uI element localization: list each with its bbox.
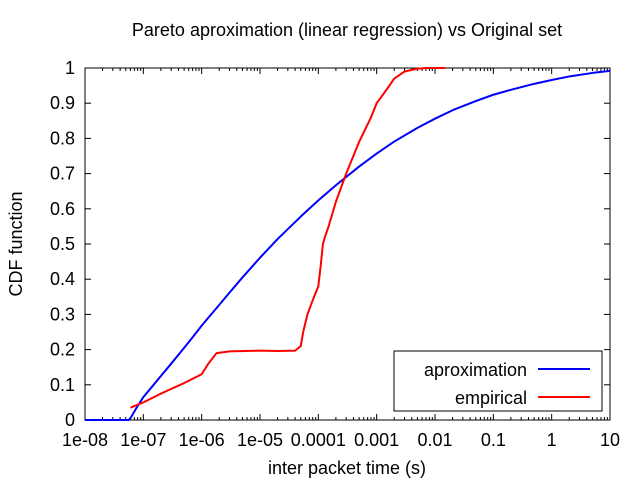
y-tick-label: 0.2 [50, 340, 75, 360]
series-layer [85, 67, 611, 421]
x-tick-label: 1e-06 [179, 430, 225, 450]
legend-label-empirical: empirical [455, 388, 527, 408]
series-line-empirical [130, 67, 446, 409]
x-tick-label: 0.001 [354, 430, 399, 450]
y-tick-label: 0.6 [50, 199, 75, 219]
y-axis-label: CDF function [6, 191, 26, 296]
y-tick-label: 0.3 [50, 304, 75, 324]
legend-box [393, 350, 603, 412]
y-tick-label: 0.5 [50, 234, 75, 254]
x-tick-label: 0.1 [481, 430, 506, 450]
chart-title: Pareto aproximation (linear regression) … [132, 20, 562, 40]
y-tick-label: 0.7 [50, 164, 75, 184]
x-tick-label: 1e-05 [237, 430, 283, 450]
y-tick-label: 0.1 [50, 375, 75, 395]
y-tick-label: 1 [65, 58, 75, 78]
x-tick-label: 0.0001 [291, 430, 346, 450]
x-tick-label: 1e-07 [120, 430, 166, 450]
legend: aproximation empirical [393, 350, 603, 412]
x-tick-label: 1 [547, 430, 557, 450]
y-tick-label: 0 [65, 410, 75, 430]
y-tick-label: 0.9 [50, 93, 75, 113]
x-tick-label: 10 [600, 430, 620, 450]
axis-ticks: 0 0.1 0.2 0.3 0.4 0.5 0.6 0.7 0.8 0.9 1 1e-08 1e-07 1… [50, 58, 620, 450]
x-tick-label: 1e-08 [62, 430, 108, 450]
y-tick-label: 0.8 [50, 128, 75, 148]
series-line-aproximation [85, 69, 611, 421]
y-tick-label: 0.4 [50, 269, 75, 289]
legend-label-aproximation: aproximation [424, 360, 527, 380]
x-axis-label: inter packet time (s) [268, 458, 426, 478]
x-tick-label: 0.01 [417, 430, 452, 450]
